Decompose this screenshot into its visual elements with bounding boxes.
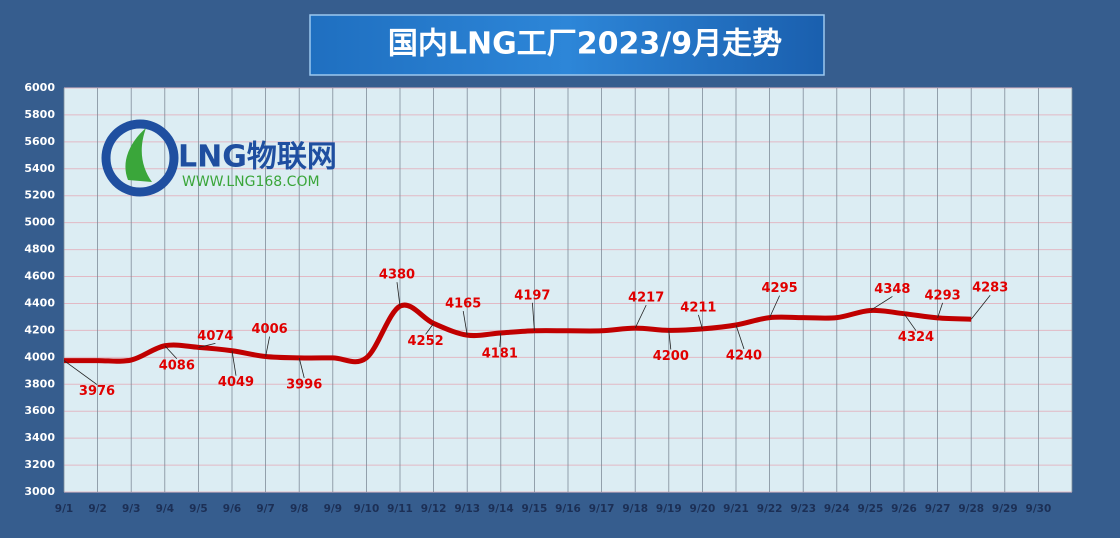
x-tick-label: 9/28	[958, 503, 984, 515]
x-tick-label: 9/16	[555, 503, 581, 515]
data-label: 4165	[445, 297, 481, 312]
y-tick-label: 3800	[24, 377, 55, 390]
logo-leaf	[125, 128, 152, 182]
x-tick-label: 9/13	[454, 503, 480, 515]
y-tick-label: 3200	[24, 458, 55, 471]
data-label: 4240	[726, 349, 762, 364]
data-label: 4293	[925, 288, 961, 303]
y-tick-label: 5200	[24, 189, 55, 202]
label-leader	[937, 302, 943, 319]
x-tick-label: 9/14	[488, 503, 514, 515]
y-tick-label: 4200	[24, 323, 55, 336]
data-label: 4197	[514, 288, 550, 303]
x-tick-label: 9/30	[1026, 503, 1052, 515]
label-leader	[769, 295, 780, 318]
x-tick-label: 9/18	[622, 503, 648, 515]
data-label: 4086	[159, 358, 195, 373]
y-tick-label: 3400	[24, 431, 55, 444]
chart-title: 国内LNG工厂2023/9月走势	[388, 27, 782, 62]
x-tick-label: 9/2	[88, 503, 106, 515]
y-tick-label: 5800	[24, 108, 55, 121]
x-tick-label: 9/23	[790, 503, 816, 515]
label-leader	[63, 360, 98, 385]
x-tick-label: 9/29	[992, 503, 1018, 515]
data-label: 4283	[972, 281, 1008, 296]
data-line	[63, 302, 972, 365]
data-label: 4006	[252, 322, 288, 337]
x-tick-label: 9/26	[891, 503, 917, 515]
x-tick-label: 9/25	[858, 503, 884, 515]
logo-name: LNG物联网	[178, 140, 337, 175]
data-label: 3996	[286, 377, 322, 392]
x-tick-label: 9/5	[189, 503, 207, 515]
data-label: 4181	[482, 346, 518, 361]
x-tick-label: 9/6	[223, 503, 241, 515]
x-tick-label: 9/10	[354, 503, 380, 515]
y-tick-label: 4000	[24, 350, 55, 363]
x-tick-label: 9/19	[656, 503, 682, 515]
label-leader	[265, 336, 270, 357]
data-label: 4380	[379, 268, 415, 283]
label-leader	[668, 330, 672, 350]
data-label: 4211	[680, 300, 716, 315]
x-tick-label: 9/20	[690, 503, 716, 515]
x-tick-label: 9/17	[589, 503, 615, 515]
logo-ring	[101, 119, 179, 197]
label-leader	[532, 302, 535, 331]
x-tick-label: 9/1	[55, 503, 73, 515]
y-tick-label: 5000	[24, 216, 55, 229]
label-leader	[425, 323, 434, 335]
data-label: 4074	[197, 329, 233, 344]
label-leader	[903, 313, 917, 331]
label-leader	[870, 296, 893, 311]
logo: LNG物联网 WWW.LNG168.COM	[101, 119, 337, 197]
label-leader	[231, 350, 237, 376]
y-tick-label: 5600	[24, 135, 55, 148]
y-tick-label: 6000	[24, 81, 55, 94]
x-tick-label: 9/24	[824, 503, 850, 515]
data-label: 4049	[218, 375, 254, 390]
data-label: 4200	[653, 349, 689, 364]
x-tick-label: 9/8	[290, 503, 308, 515]
data-label: 4217	[628, 291, 664, 306]
x-tick-label: 9/12	[421, 503, 447, 515]
data-label: 4252	[408, 334, 444, 349]
y-tick-label: 4600	[24, 270, 55, 283]
data-label: 3976	[79, 384, 115, 399]
data-label: 4295	[762, 281, 798, 296]
label-leader	[698, 314, 703, 330]
label-leader	[499, 332, 502, 347]
title-box	[309, 14, 825, 76]
label-leader	[298, 357, 305, 378]
label-leader	[164, 345, 178, 360]
label-leader	[970, 294, 991, 320]
data-label: 4348	[874, 282, 910, 297]
x-tick-label: 9/7	[256, 503, 274, 515]
x-tick-label: 9/4	[156, 503, 174, 515]
label-leader	[735, 324, 745, 350]
data-label: 4324	[898, 330, 934, 345]
x-tick-label: 9/3	[122, 503, 140, 515]
x-tick-label: 9/9	[324, 503, 342, 515]
y-tick-label: 5400	[24, 162, 55, 175]
y-tick-label: 4800	[24, 243, 55, 256]
x-tick-label: 9/11	[387, 503, 413, 515]
x-tick-label: 9/27	[925, 503, 951, 515]
x-tick-label: 9/15	[522, 503, 548, 515]
label-leader	[462, 311, 468, 336]
label-leader	[634, 304, 647, 329]
y-tick-label: 3600	[24, 404, 55, 417]
label-leader	[198, 342, 216, 348]
y-tick-label: 3000	[24, 485, 55, 498]
x-tick-label: 9/22	[757, 503, 783, 515]
x-tick-label: 9/21	[723, 503, 749, 515]
label-leader	[396, 282, 401, 307]
y-tick-label: 4400	[24, 296, 55, 309]
logo-url: WWW.LNG168.COM	[182, 174, 320, 190]
